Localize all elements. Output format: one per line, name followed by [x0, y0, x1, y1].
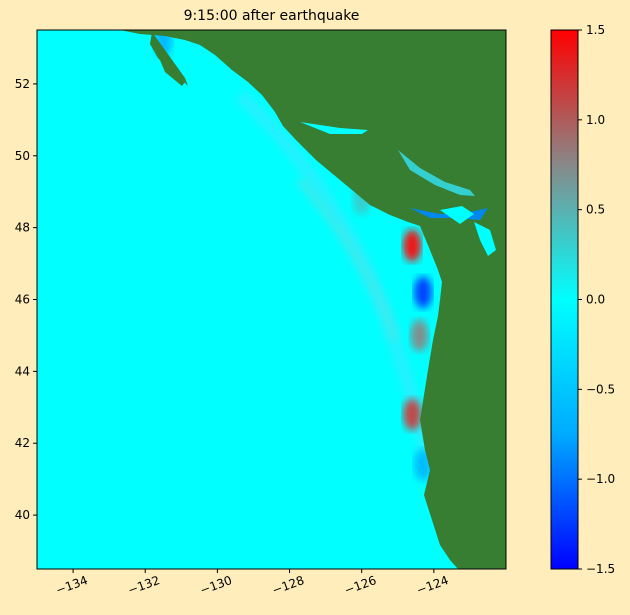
x-tick-label: −128 — [270, 573, 306, 597]
y-tick-label: 40 — [15, 508, 30, 522]
y-tick-label: 50 — [15, 149, 30, 163]
y-tick-label: 52 — [15, 77, 30, 91]
wave-feature — [403, 398, 422, 431]
y-tick-label: 48 — [15, 221, 30, 235]
x-tick-label: −126 — [342, 573, 378, 597]
inland-water — [300, 122, 496, 256]
y-axis: 40 42 44 46 48 50 52 — [15, 77, 37, 522]
x-tick-label: −124 — [415, 573, 451, 597]
colorbar-tick-label: −1.0 — [586, 472, 615, 486]
wave-feature — [414, 276, 433, 309]
y-tick-label: 44 — [15, 364, 30, 378]
colorbar-tick-label: 1.0 — [586, 113, 605, 127]
colorbar-tick-label: −1.5 — [586, 562, 615, 576]
colorbar-tick-label: 0.5 — [586, 203, 605, 217]
wave-feature — [410, 319, 429, 352]
x-tick-label: −134 — [54, 573, 90, 597]
x-tick-label: −130 — [198, 573, 234, 597]
y-tick-label: 46 — [15, 293, 30, 307]
y-tick-label: 42 — [15, 436, 30, 450]
colorbar-tick-label: 0.0 — [586, 293, 605, 307]
colorbar-tick-label: −0.5 — [586, 382, 615, 396]
colorbar-tick-label: 1.5 — [586, 23, 605, 37]
x-axis: −134 −132 −130 −128 −126 −124 — [54, 569, 451, 597]
colorbar — [550, 29, 579, 570]
wave-feature — [403, 229, 422, 262]
colorbar-axis: −1.5 −1.0 −0.5 0.0 0.5 1.0 1.5 — [578, 23, 615, 576]
x-tick-label: −132 — [126, 573, 162, 597]
chart-title: 9:15:00 after earthquake — [183, 8, 360, 24]
